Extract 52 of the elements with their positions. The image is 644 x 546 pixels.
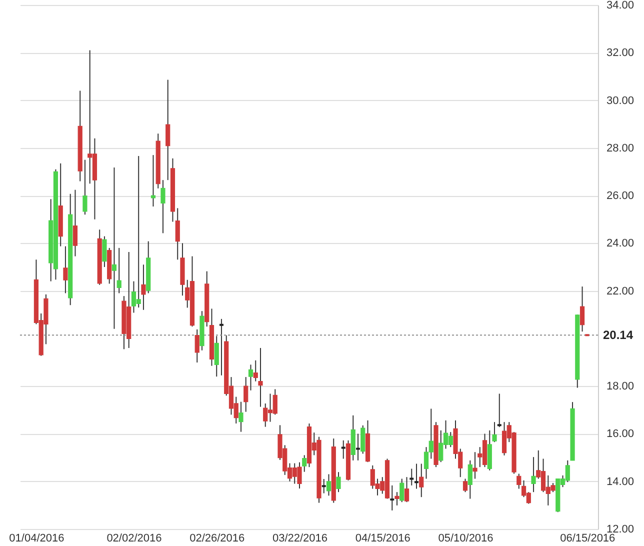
candlestick	[238, 401, 244, 432]
candlestick	[116, 247, 122, 294]
candlestick	[580, 286, 585, 332]
x-tick-label: 04/15/2016	[355, 532, 410, 544]
candlestick	[194, 328, 200, 364]
candlestick	[150, 154, 156, 207]
y-tick-label: 24.00	[606, 238, 634, 250]
x-tick-label: 02/02/2016	[106, 532, 162, 544]
candlestick	[258, 347, 263, 408]
candlestick	[531, 456, 536, 493]
ref-line-label: 20.14	[603, 328, 634, 342]
x-tick-label: 01/04/2016	[9, 532, 64, 544]
candlestick	[175, 208, 180, 260]
y-tick-label: 30.00	[606, 94, 634, 107]
candlestick	[112, 166, 117, 330]
y-tick-label: 14.00	[606, 476, 634, 488]
y-tick-label: 26.00	[606, 190, 634, 202]
candlestick	[394, 492, 400, 506]
y-tick-label: 34.00	[606, 0, 634, 12]
candlestick	[404, 476, 410, 503]
y-tick-label: 12.00	[606, 524, 634, 536]
candlestick	[253, 360, 258, 382]
candlestick	[492, 422, 497, 443]
candlestick	[248, 364, 254, 391]
y-tick-label: 18.00	[606, 380, 634, 393]
candlestick	[302, 454, 307, 472]
candlestick	[400, 478, 404, 503]
candlestick	[102, 236, 107, 268]
candlestick	[214, 336, 219, 378]
candlestick	[516, 473, 522, 490]
candlestick	[166, 79, 170, 181]
y-tick-label: 16.00	[606, 428, 634, 440]
candlestick	[468, 460, 472, 500]
candlestick	[63, 246, 68, 294]
y-tick-label: 32.00	[606, 47, 634, 60]
candlestick	[72, 189, 78, 257]
x-tick-label: 03/22/2016	[272, 532, 328, 544]
candlestick	[244, 376, 248, 412]
candlestick	[160, 180, 166, 234]
y-tick-label: 28.00	[606, 142, 634, 154]
x-tick-label: 06/15/2016	[560, 532, 616, 544]
candlestick	[326, 474, 332, 496]
candlestick	[82, 159, 88, 216]
y-tick-label: 22.00	[606, 285, 634, 298]
x-tick-label: 05/10/2016	[438, 532, 494, 544]
candlestick	[141, 264, 146, 310]
candlestick	[462, 478, 468, 493]
candlestick	[360, 424, 366, 454]
candlestick	[336, 472, 341, 493]
candlestick	[472, 452, 478, 480]
x-tick-label: 02/26/2016	[190, 532, 245, 544]
candlestick	[419, 463, 424, 498]
